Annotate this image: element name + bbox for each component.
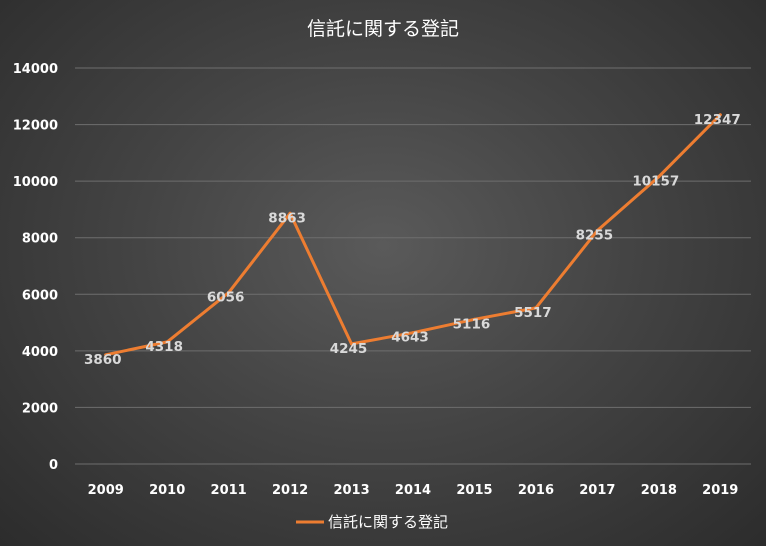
y-tick-label: 4000 xyxy=(22,345,58,360)
data-point xyxy=(227,291,231,295)
y-tick-label: 14000 xyxy=(13,62,58,77)
data-label: 4245 xyxy=(330,341,368,357)
data-label: 5116 xyxy=(453,316,491,332)
data-label: 5517 xyxy=(514,305,552,321)
x-tick-label: 2011 xyxy=(211,483,247,498)
data-point xyxy=(534,306,538,310)
data-label: 4643 xyxy=(391,330,429,346)
legend: 信託に関する登記 xyxy=(296,513,448,531)
y-tick-label: 6000 xyxy=(22,288,58,303)
data-point xyxy=(104,353,108,357)
data-label: 8255 xyxy=(576,228,614,244)
chart-title: 信託に関する登記 xyxy=(307,18,459,40)
x-axis-ticks: 2009 2010 2011 2012 2013 2014 2015 2016 2017 2018… xyxy=(88,483,739,498)
data-label: 4318 xyxy=(145,339,183,355)
x-tick-label: 2012 xyxy=(272,483,308,498)
x-tick-label: 2019 xyxy=(702,483,738,498)
x-tick-label: 2013 xyxy=(333,483,369,498)
data-point xyxy=(718,113,722,117)
x-tick-label: 2018 xyxy=(641,483,677,498)
data-point xyxy=(165,340,169,344)
y-tick-label: 2000 xyxy=(22,401,58,416)
data-point xyxy=(350,342,354,346)
series-layer xyxy=(104,113,722,357)
data-label: 10157 xyxy=(632,174,679,190)
data-label: 6056 xyxy=(207,290,245,306)
data-label: 8863 xyxy=(268,210,306,226)
data-point xyxy=(657,175,661,179)
x-tick-label: 2017 xyxy=(579,483,615,498)
data-point xyxy=(595,229,599,233)
x-tick-label: 2015 xyxy=(456,483,492,498)
y-tick-label: 8000 xyxy=(22,232,58,247)
x-tick-label: 2009 xyxy=(88,483,124,498)
data-label: 3860 xyxy=(84,352,122,368)
gridlines xyxy=(75,67,751,465)
series-line xyxy=(104,113,722,357)
y-tick-label: 10000 xyxy=(13,175,58,190)
data-label: 12347 xyxy=(694,112,741,128)
data-point xyxy=(288,211,292,215)
y-tick-label: 12000 xyxy=(13,119,58,134)
data-labels: 3860 4318 6056 8863 4245 4643 5116 5517 8255 1015… xyxy=(84,112,741,368)
x-tick-label: 2014 xyxy=(395,483,431,498)
y-tick-label: 0 xyxy=(49,458,58,473)
y-axis-ticks: 0 2000 4000 6000 8000 10000 12000 14000 xyxy=(13,62,58,473)
x-tick-label: 2010 xyxy=(149,483,185,498)
data-point xyxy=(411,331,415,335)
x-tick-label: 2016 xyxy=(518,483,554,498)
data-point xyxy=(472,317,476,321)
legend-label: 信託に関する登記 xyxy=(328,513,448,531)
